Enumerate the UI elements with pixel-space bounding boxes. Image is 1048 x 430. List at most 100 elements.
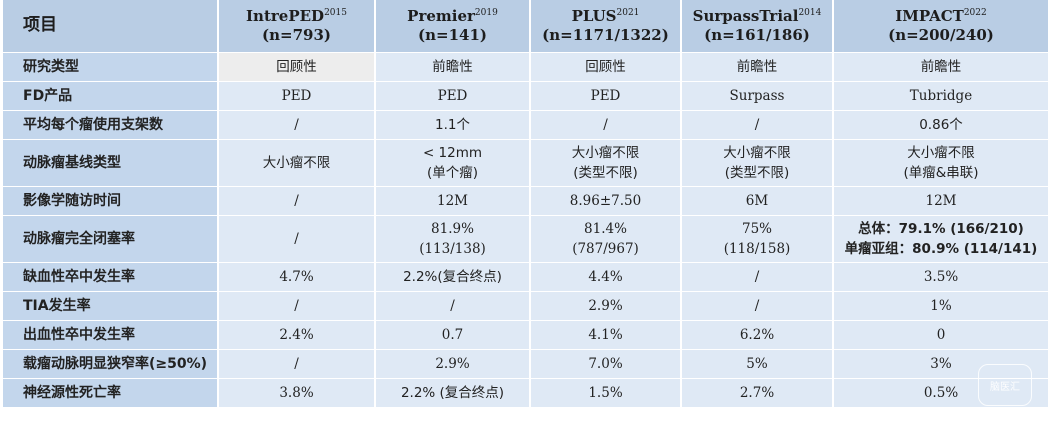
cell-line: Surpass: [729, 87, 785, 104]
cell-line: 0.86个: [919, 116, 963, 133]
table-cell: 1.5%: [530, 377, 682, 407]
table-row: 平均每个瘤使用支架数 / 1.1个 / / 0.86个: [3, 109, 1048, 139]
table-cell: 大小瘤不限 (单瘤&串联): [833, 138, 1048, 186]
cell-line: 1.1个: [435, 116, 470, 133]
cell-line: (118/158): [723, 240, 791, 257]
trial-year: 2022: [963, 7, 987, 18]
table-cell: PED: [218, 80, 376, 110]
cell-line: (单个瘤): [426, 164, 479, 181]
row-label: 研究类型: [3, 51, 219, 81]
table-cell: 2.9%: [530, 290, 682, 320]
header-row: 项目 IntrePED2015 (n=793) Premier2019 (n=141…: [3, 0, 1048, 52]
cell-line: 81.4%: [584, 220, 627, 237]
table-row: TIA发生率 / / 2.9% / 1%: [3, 290, 1048, 320]
cell-line: 75%: [741, 220, 772, 237]
table-row: 神经源性死亡率 3.8% 2.2% (复合终点) 1.5% 2.7% 0.5%: [3, 377, 1048, 407]
row-label: 影像学随访时间: [3, 185, 219, 215]
table-cell: 81.4% (787/967): [530, 214, 682, 262]
cell-line: 前瞻性: [736, 58, 778, 75]
trial-year: 2019: [474, 7, 498, 18]
cell-line: 前瞻性: [432, 58, 473, 75]
trial-n: (n=141): [418, 25, 487, 44]
table-cell: 0.86个: [833, 109, 1048, 139]
cell-line: 2.9%: [588, 297, 623, 314]
cell-line: (113/138): [419, 240, 486, 257]
table-cell: 回顾性: [218, 51, 376, 81]
row-label: 缺血性卒中发生率: [3, 261, 219, 291]
table-cell: 2.7%: [681, 377, 834, 407]
table-cell: Tubridge: [833, 80, 1048, 110]
table-cell: 1%: [833, 290, 1048, 320]
table-row: 动脉瘤基线类型 大小瘤不限 < 12mm (单个瘤) 大小瘤不限 (类型不限) 大小瘤不限 (…: [3, 138, 1048, 186]
cell-line: 4.4%: [588, 268, 623, 285]
header-col-impact: IMPACT2022 (n=200/240): [833, 0, 1048, 52]
table-row: 影像学随访时间 / 12M 8.96±7.50 6M 12M: [3, 185, 1048, 215]
cell-line: /: [294, 355, 299, 372]
cell-line: 2.4%: [279, 326, 314, 343]
row-label: 载瘤动脉明显狭窄率(≥50%): [3, 348, 219, 378]
table-cell: 12M: [833, 185, 1048, 215]
cell-line: PED: [281, 87, 312, 104]
table-row: 缺血性卒中发生率 4.7% 2.2%(复合终点) 4.4% / 3.5%: [3, 261, 1048, 291]
cell-line: 81.9%: [431, 220, 474, 237]
cell-line: /: [294, 297, 299, 314]
cell-line: 3.8%: [279, 384, 314, 401]
cell-line: 6M: [745, 192, 769, 209]
table-cell: 4.7%: [218, 261, 376, 291]
table-cell: < 12mm (单个瘤): [375, 138, 531, 186]
table-cell: 前瞻性: [833, 51, 1048, 81]
cell-line: 7.0%: [588, 355, 623, 372]
table-cell: 2.4%: [218, 319, 376, 349]
cell-line: 2.9%: [435, 355, 470, 372]
table-cell: /: [375, 290, 531, 320]
table-row: 动脉瘤完全闭塞率 / 81.9% (113/138) 81.4% (787/967) 75%…: [3, 214, 1048, 262]
cell-line: 单瘤亚组：80.9% (114/141): [844, 240, 1038, 257]
table-cell: Surpass: [681, 80, 834, 110]
cell-line: /: [294, 116, 299, 133]
cell-line: /: [450, 297, 455, 314]
table-row: 载瘤动脉明显狭窄率(≥50%) / 2.9% 7.0% 5% 3%: [3, 348, 1048, 378]
table-cell: 2.9%: [375, 348, 531, 378]
cell-line: 大小瘤不限: [262, 154, 331, 171]
cell-line: 0.5%: [923, 384, 959, 401]
trial-n: (n=200/240): [888, 25, 994, 44]
cell-line: /: [603, 116, 608, 133]
table-cell: 3%: [833, 348, 1048, 378]
fd-trial-comparison-table: 项目 IntrePED2015 (n=793) Premier2019 (n=141…: [3, 0, 1048, 407]
table-cell: 81.9% (113/138): [375, 214, 531, 262]
cell-line: /: [754, 268, 760, 285]
table-cell: 回顾性: [530, 51, 682, 81]
trial-n: (n=793): [262, 25, 331, 44]
cell-line: /: [754, 297, 760, 314]
header-col-premier: Premier2019 (n=141): [375, 0, 531, 52]
row-label: FD产品: [3, 80, 219, 110]
table-cell: PED: [375, 80, 531, 110]
trial-name: PLUS: [571, 6, 617, 25]
row-label: 出血性卒中发生率: [3, 319, 219, 349]
table-row: FD产品 PED PED PED Surpass Tubridge: [3, 80, 1048, 110]
cell-line: < 12mm: [422, 144, 483, 161]
header-item: 项目: [3, 0, 219, 52]
cell-line: 2.7%: [739, 384, 775, 401]
cell-line: 12M: [925, 192, 957, 209]
table-body: 研究类型 回顾性 前瞻性 回顾性 前瞻性 前瞻性 FD产品 PED PED PED Surpass T…: [3, 51, 1048, 407]
row-label: 神经源性死亡率: [3, 377, 219, 407]
trial-year: 2021: [616, 7, 640, 18]
trial-year: 2014: [798, 7, 822, 18]
cell-line: 大小瘤不限: [723, 144, 791, 161]
trial-name: IntrePED: [246, 6, 325, 25]
table-cell: 3.8%: [218, 377, 376, 407]
table-row: 出血性卒中发生率 2.4% 0.7 4.1% 6.2% 0: [3, 319, 1048, 349]
cell-line: (类型不限): [573, 164, 638, 181]
cell-line: 4.7%: [279, 268, 314, 285]
cell-line: 回顾性: [276, 58, 317, 75]
cell-line: /: [754, 116, 760, 133]
cell-line: 6.2%: [739, 326, 775, 343]
table-cell: 2.2% (复合终点): [375, 377, 531, 407]
cell-line: 1.5%: [588, 384, 623, 401]
table-cell: PED: [530, 80, 682, 110]
cell-line: 12M: [436, 192, 468, 209]
table-cell: 4.4%: [530, 261, 682, 291]
watermark-text: 脑医汇: [990, 382, 1020, 393]
